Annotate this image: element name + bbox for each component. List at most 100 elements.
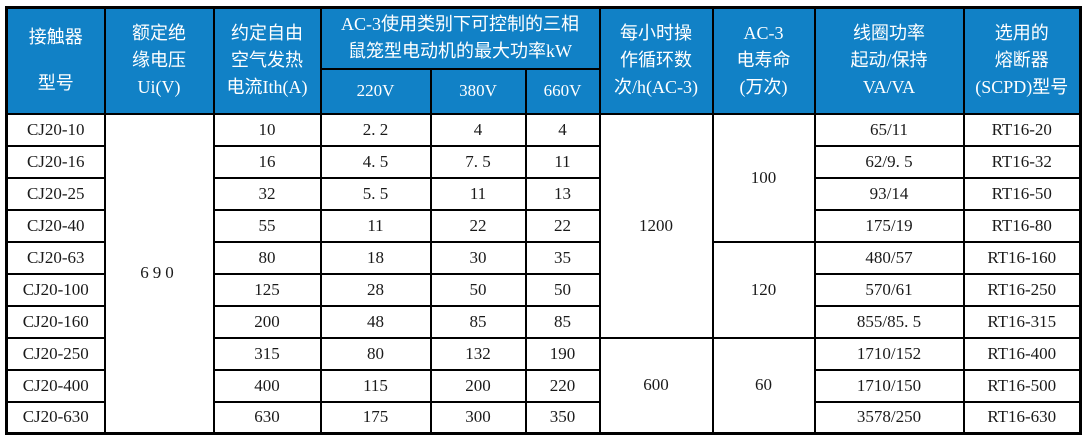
cell-power-220v: 115 [319,368,432,403]
cell-fuse-model: RT16-400 [962,336,1082,371]
header-cell-220v: 220V [319,67,432,115]
merged-cell-cycles-600: 600 [598,336,714,435]
cell-ith: 630 [212,400,322,435]
header-cell-fuse: 选用的 熔断器 (SCPD)型号 [962,6,1082,115]
cell-model: CJ20-40 [5,208,106,243]
merged-cell-cycles-1200: 1200 [598,112,714,339]
table-header: 接触器 型号 额定绝 缘电压 Ui(V) 约定自由 空气发热 电流Ith(A) … [5,6,1082,115]
cell-ith: 315 [212,336,322,371]
cell-power-380v: 7. 5 [429,144,527,179]
cell-power-660v: 50 [524,272,601,307]
cell-power-380v: 200 [429,368,527,403]
cell-power-380v: 132 [429,336,527,371]
cell-power-220v: 175 [319,400,432,435]
cell-power-220v: 18 [319,240,432,275]
cell-coil-power: 855/85. 5 [813,304,965,339]
header-cell-model: 接触器 型号 [5,6,106,115]
table-row: CJ20-160 200 48 85 85 855/85. 5 RT16-315 [5,304,1082,339]
cell-ith: 32 [212,176,322,211]
header-cell-coil-power: 线圈功率 起动/保持 VA/VA [813,6,965,115]
header-cell-electrical-life: AC-3 电寿命 (万次) [711,6,816,115]
cell-ith: 125 [212,272,322,307]
header-cell-660v: 660V [524,67,601,115]
cell-power-660v: 22 [524,208,601,243]
cell-power-220v: 48 [319,304,432,339]
cell-model: CJ20-400 [5,368,106,403]
cell-fuse-model: RT16-315 [962,304,1082,339]
cell-model: CJ20-10 [5,112,106,147]
table-row: CJ20-16 16 4. 5 7. 5 11 62/9. 5 RT16-32 [5,144,1082,179]
cell-power-380v: 85 [429,304,527,339]
cell-fuse-model: RT16-160 [962,240,1082,275]
cell-ith: 200 [212,304,322,339]
table-row: CJ20-630 630 175 300 350 3578/250 RT16-6… [5,400,1082,435]
table-body: CJ20-10 690 10 2. 2 4 4 1200 100 65/11 R… [5,112,1082,435]
cell-coil-power: 480/57 [813,240,965,275]
cell-power-660v: 190 [524,336,601,371]
cell-ith: 55 [212,208,322,243]
cell-coil-power: 3578/250 [813,400,965,435]
cell-power-660v: 350 [524,400,601,435]
contactor-spec-table: 接触器 型号 额定绝 缘电压 Ui(V) 约定自由 空气发热 电流Ith(A) … [5,6,1082,435]
cell-model: CJ20-100 [5,272,106,307]
header-cell-thermal-current: 约定自由 空气发热 电流Ith(A) [212,6,322,115]
cell-fuse-model: RT16-500 [962,368,1082,403]
table-row: CJ20-63 80 18 30 35 120 480/57 RT16-160 [5,240,1082,339]
header-cell-ac3-power-group: AC-3使用类别下可控制的三相 鼠笼型电动机的最大功率kW [319,6,601,70]
merged-cell-ui: 690 [103,112,215,435]
cell-power-220v: 80 [319,336,432,371]
cell-power-660v: 11 [524,144,601,179]
cell-coil-power: 1710/152 [813,336,965,371]
table-row: CJ20-250 315 80 132 190 600 60 1710/152 … [5,336,1082,435]
cell-power-220v: 5. 5 [319,176,432,211]
cell-ith: 16 [212,144,322,179]
cell-power-660v: 13 [524,176,601,211]
cell-model: CJ20-25 [5,176,106,211]
merged-cell-life-100: 100 [711,112,816,243]
cell-model: CJ20-16 [5,144,106,179]
header-cell-380v: 380V [429,67,527,115]
cell-coil-power: 93/14 [813,176,965,211]
header-cell-cycles-per-hour: 每小时操 作循环数 次/h(AC-3) [598,6,714,115]
cell-ith: 80 [212,240,322,275]
cell-model: CJ20-250 [5,336,106,371]
cell-power-660v: 35 [524,240,601,275]
cell-fuse-model: RT16-32 [962,144,1082,179]
cell-fuse-model: RT16-50 [962,176,1082,211]
cell-power-660v: 4 [524,112,601,147]
cell-fuse-model: RT16-80 [962,208,1082,243]
cell-fuse-model: RT16-250 [962,272,1082,307]
cell-power-220v: 4. 5 [319,144,432,179]
cell-ith: 400 [212,368,322,403]
cell-model: CJ20-630 [5,400,106,435]
cell-power-660v: 85 [524,304,601,339]
cell-power-380v: 50 [429,272,527,307]
cell-power-220v: 28 [319,272,432,307]
table-row: CJ20-400 400 115 200 220 1710/150 RT16-5… [5,368,1082,403]
table-row: CJ20-100 125 28 50 50 570/61 RT16-250 [5,272,1082,307]
cell-power-380v: 300 [429,400,527,435]
merged-cell-life-120: 120 [711,240,816,339]
cell-fuse-model: RT16-20 [962,112,1082,147]
cell-power-220v: 11 [319,208,432,243]
cell-power-380v: 4 [429,112,527,147]
contactor-spec-table-wrap: 接触器 型号 额定绝 缘电压 Ui(V) 约定自由 空气发热 电流Ith(A) … [5,6,1082,435]
merged-cell-life-60: 60 [711,336,816,435]
cell-power-660v: 220 [524,368,601,403]
header-cell-insulation-voltage: 额定绝 缘电压 Ui(V) [103,6,215,115]
cell-ith: 10 [212,112,322,147]
cell-power-380v: 22 [429,208,527,243]
table-row: CJ20-25 32 5. 5 11 13 93/14 RT16-50 [5,176,1082,211]
cell-power-380v: 30 [429,240,527,275]
cell-coil-power: 62/9. 5 [813,144,965,179]
table-row: CJ20-40 55 11 22 22 175/19 RT16-80 [5,208,1082,243]
table-row: CJ20-10 690 10 2. 2 4 4 1200 100 65/11 R… [5,112,1082,435]
cell-coil-power: 570/61 [813,272,965,307]
cell-coil-power: 65/11 [813,112,965,147]
cell-coil-power: 1710/150 [813,368,965,403]
cell-fuse-model: RT16-630 [962,400,1082,435]
cell-model: CJ20-63 [5,240,106,275]
cell-model: CJ20-160 [5,304,106,339]
cell-coil-power: 175/19 [813,208,965,243]
cell-power-380v: 11 [429,176,527,211]
